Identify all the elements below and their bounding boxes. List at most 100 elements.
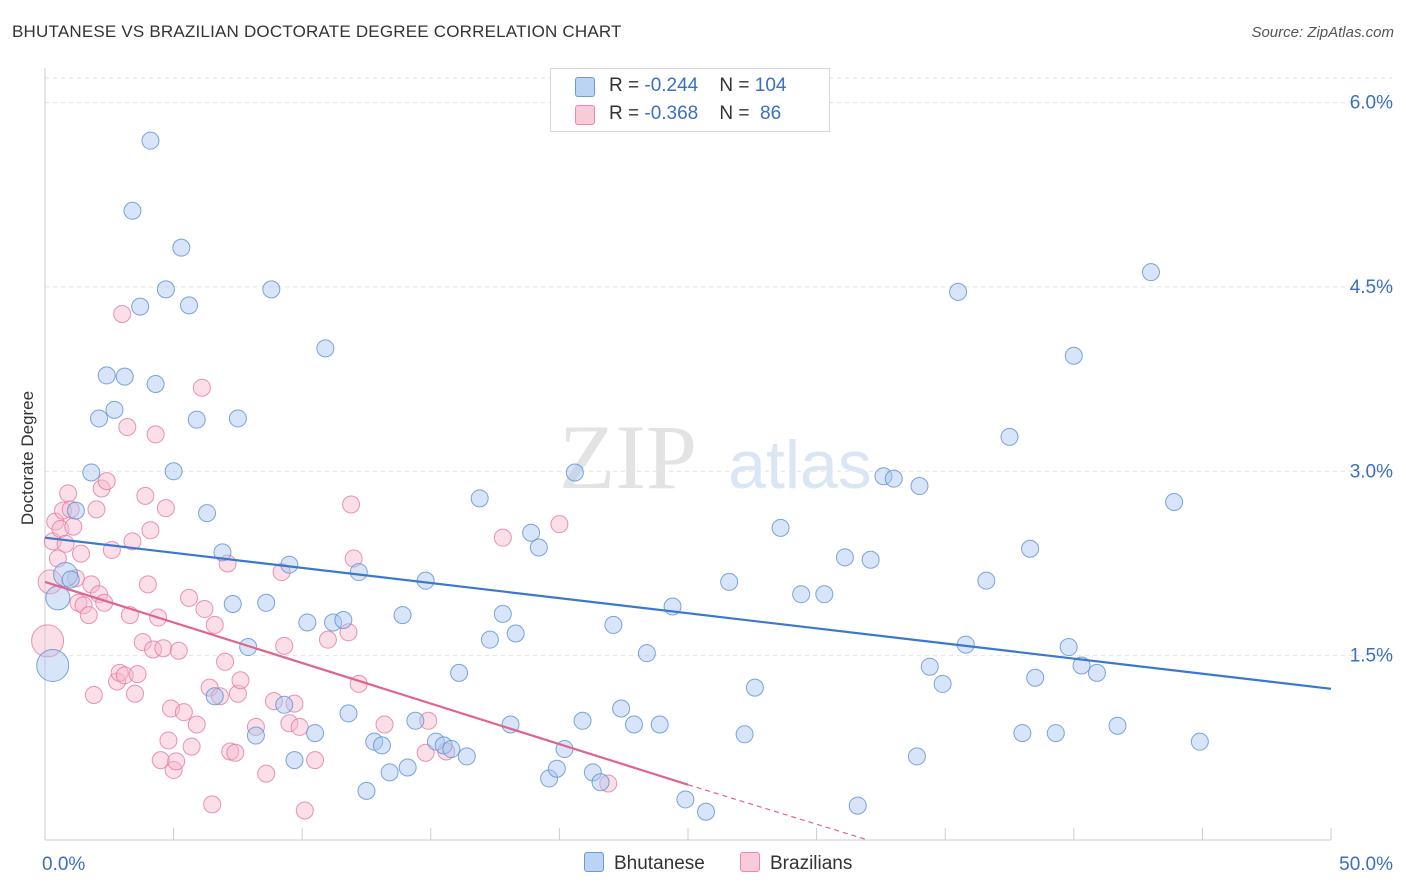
- brazilians-point: [56, 534, 75, 553]
- bhutanese-point: [349, 563, 368, 582]
- y-tick-label: 4.5%: [1350, 277, 1393, 298]
- bhutanese-point: [228, 409, 247, 428]
- legend-swatch-bhutanese: [575, 77, 595, 97]
- brazilians-point: [187, 715, 206, 734]
- bhutanese-point: [223, 595, 242, 614]
- bhutanese-point: [146, 375, 165, 394]
- brazilians-point: [159, 731, 178, 750]
- bhutanese-point: [1165, 493, 1184, 512]
- brazilians-point: [375, 715, 394, 734]
- bhutanese-point: [198, 504, 217, 523]
- brazilians-point: [156, 499, 175, 518]
- bhutanese-point: [82, 463, 101, 482]
- bhutanese-point: [105, 400, 124, 419]
- bhutanese-point: [450, 663, 469, 682]
- brazilians-point: [280, 714, 299, 733]
- bhutanese-point: [604, 615, 623, 634]
- brazilians-point: [205, 615, 224, 634]
- bhutanese-point: [506, 624, 525, 643]
- bhutanese-point: [1064, 346, 1083, 365]
- axes: [44, 68, 1332, 841]
- bhutanese-point: [1072, 656, 1091, 675]
- bhutanese-point: [66, 501, 85, 520]
- x-tick-label-min: 0.0%: [42, 854, 85, 875]
- bhutanese-point: [470, 489, 489, 508]
- brazilians-point: [141, 521, 160, 540]
- brazilians-point: [493, 528, 512, 547]
- brazilians-point: [228, 684, 247, 703]
- bhutanese-point: [180, 296, 199, 315]
- brazilians-point: [64, 517, 83, 536]
- bhutanese-point: [156, 280, 175, 299]
- brazilians-point: [74, 596, 93, 615]
- bhutanese-point: [1013, 724, 1032, 743]
- bhutanese-point: [141, 131, 160, 150]
- legend-r-value: -0.244: [644, 75, 699, 96]
- bhutanese-point: [977, 571, 996, 590]
- bhutanese-point: [612, 699, 631, 718]
- bhutanese-point: [36, 648, 70, 682]
- bhutanese-point: [115, 367, 134, 386]
- brazilians-point: [203, 795, 222, 814]
- bhutanese-point: [393, 606, 412, 625]
- gridlines: [45, 77, 1392, 657]
- bhutanese-point: [380, 763, 399, 782]
- bhutanese-point: [637, 644, 656, 663]
- brazilians-point: [416, 743, 435, 762]
- bhutanese-point: [262, 280, 281, 299]
- brazilians-trend-extension: [687, 784, 869, 841]
- legend-r-label: R =: [609, 75, 645, 96]
- bhutanese-point: [884, 469, 903, 488]
- legend-n-value: 104: [754, 75, 787, 96]
- bhutanese-point: [735, 725, 754, 744]
- bhutanese-point: [205, 687, 224, 706]
- bottom-legend-label-brazilians: Brazilians: [770, 853, 853, 874]
- brazilians-point: [113, 304, 132, 323]
- brazilians-point: [79, 606, 98, 625]
- brazilians-point: [97, 472, 116, 491]
- bhutanese-point: [285, 751, 304, 770]
- bhutanese-point: [1141, 263, 1160, 282]
- bhutanese-point: [522, 523, 541, 542]
- bhutanese-point: [771, 518, 790, 537]
- bhutanese-point: [907, 747, 926, 766]
- brazilians-point: [59, 484, 78, 503]
- bhutanese-point: [920, 657, 939, 676]
- bhutanese-point: [573, 711, 592, 730]
- tick-labels: 1.5% 3.0% 4.5% 6.0% 0.0% 50.0%: [42, 93, 1393, 875]
- bhutanese-point: [583, 763, 602, 782]
- brazilians-point: [275, 636, 294, 655]
- bhutanese-point: [910, 477, 929, 496]
- trend-lines: [44, 536, 1332, 841]
- brazilians-point: [306, 751, 325, 770]
- bhutanese-point: [835, 548, 854, 567]
- brazilians-point: [174, 703, 193, 722]
- bhutanese-point: [442, 740, 461, 759]
- brazilians-point: [550, 515, 569, 534]
- watermark-zip: ZIP: [559, 406, 697, 508]
- y-tick-label: 3.0%: [1350, 461, 1393, 482]
- bhutanese-point: [275, 695, 294, 714]
- brazilians-point: [216, 652, 235, 671]
- brazilians-point: [82, 575, 101, 594]
- brazilians-point: [169, 641, 188, 660]
- legend-r-label: R =: [609, 103, 645, 124]
- bhutanese-point: [187, 410, 206, 429]
- bhutanese-point: [540, 769, 559, 788]
- bhutanese-point: [1046, 724, 1065, 743]
- bhutanese-point: [1190, 732, 1209, 751]
- bhutanese-point: [745, 678, 764, 697]
- brazilians-point: [54, 501, 73, 520]
- bottom-legend-swatch-brazilians: [740, 852, 760, 872]
- y-tick-label: 6.0%: [1350, 93, 1393, 114]
- bhutanese-point: [676, 790, 695, 809]
- bhutanese-point: [97, 366, 116, 385]
- brazilians-point: [195, 599, 214, 618]
- source-credit: Source: ZipAtlas.com: [1251, 24, 1394, 41]
- bhutanese-point: [1087, 663, 1106, 682]
- bhutanese-point: [172, 238, 191, 257]
- bhutanese-point: [213, 543, 232, 562]
- bhutanese-point: [591, 773, 610, 792]
- bhutanese-point: [650, 715, 669, 734]
- brazilians-point: [290, 717, 309, 736]
